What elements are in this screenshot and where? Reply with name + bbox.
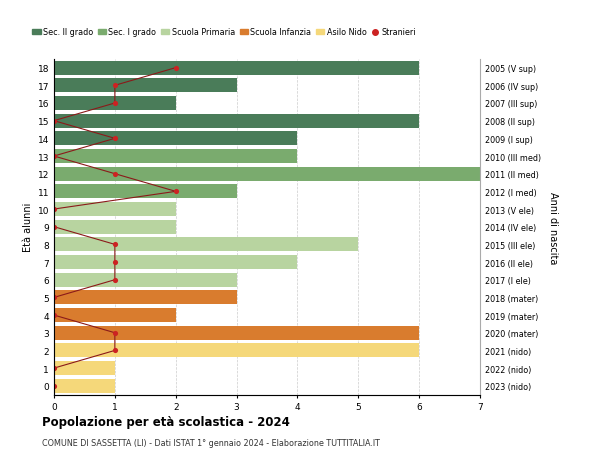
Bar: [54, 291, 236, 305]
Point: [110, 241, 119, 248]
Point: [49, 312, 59, 319]
Point: [49, 294, 59, 302]
Y-axis label: Età alunni: Età alunni: [23, 202, 34, 252]
Point: [49, 382, 59, 390]
Legend: Sec. II grado, Sec. I grado, Scuola Primaria, Scuola Infanzia, Asilo Nido, Stran: Sec. II grado, Sec. I grado, Scuola Prim…: [29, 25, 419, 40]
Bar: [54, 238, 358, 252]
Point: [110, 83, 119, 90]
Bar: [54, 79, 236, 93]
Point: [110, 135, 119, 143]
Point: [110, 276, 119, 284]
Point: [49, 153, 59, 160]
Point: [49, 364, 59, 372]
Text: COMUNE DI SASSETTA (LI) - Dati ISTAT 1° gennaio 2024 - Elaborazione TUTTITALIA.I: COMUNE DI SASSETTA (LI) - Dati ISTAT 1° …: [42, 438, 380, 448]
Bar: [54, 220, 176, 234]
Bar: [54, 379, 115, 393]
Bar: [54, 308, 176, 322]
Point: [110, 259, 119, 266]
Bar: [54, 150, 298, 164]
Point: [110, 171, 119, 178]
Bar: [54, 185, 236, 199]
Y-axis label: Anni di nascita: Anni di nascita: [548, 191, 557, 263]
Bar: [54, 167, 480, 181]
Point: [49, 118, 59, 125]
Bar: [54, 114, 419, 129]
Bar: [54, 62, 419, 76]
Text: Popolazione per età scolastica - 2024: Popolazione per età scolastica - 2024: [42, 415, 290, 428]
Bar: [54, 326, 419, 340]
Point: [171, 188, 181, 196]
Bar: [54, 97, 176, 111]
Bar: [54, 132, 298, 146]
Bar: [54, 255, 298, 269]
Bar: [54, 273, 236, 287]
Point: [110, 330, 119, 337]
Bar: [54, 361, 115, 375]
Point: [171, 65, 181, 72]
Point: [49, 206, 59, 213]
Bar: [54, 202, 176, 217]
Point: [49, 224, 59, 231]
Bar: [54, 344, 419, 358]
Point: [110, 347, 119, 354]
Point: [110, 100, 119, 107]
